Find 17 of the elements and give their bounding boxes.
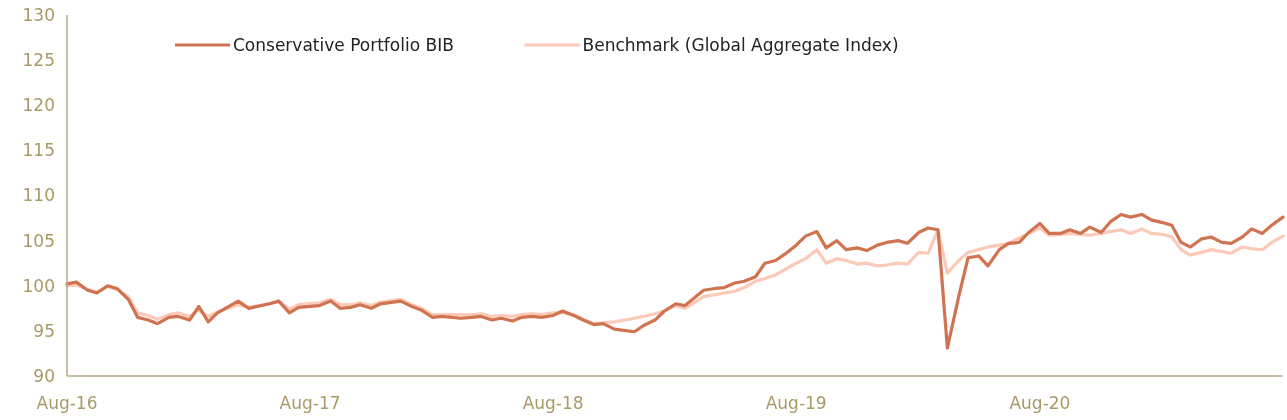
y-tick-label: 100 xyxy=(22,275,55,296)
x-tick-label: Aug-18 xyxy=(522,393,584,413)
y-tick-label: 95 xyxy=(33,320,55,341)
x-tick-label: Aug-16 xyxy=(36,393,98,413)
y-tick-label: 90 xyxy=(33,365,55,386)
y-tick-label: 105 xyxy=(22,230,55,251)
y-tick-label: 115 xyxy=(22,140,55,161)
x-tick-label: Aug-20 xyxy=(1009,393,1071,413)
y-tick-label: 120 xyxy=(22,95,55,116)
y-tick-label: 130 xyxy=(22,4,55,25)
y-tick-label: 110 xyxy=(22,185,55,206)
legend-label: Benchmark (Global Aggregate Index) xyxy=(582,34,899,55)
x-tick-label: Aug-17 xyxy=(279,393,341,413)
x-tick-label: Aug-19 xyxy=(765,393,827,413)
y-tick-label: 125 xyxy=(22,50,55,71)
line-series xyxy=(65,212,1285,350)
legend-label: Conservative Portfolio BIB xyxy=(233,34,454,55)
